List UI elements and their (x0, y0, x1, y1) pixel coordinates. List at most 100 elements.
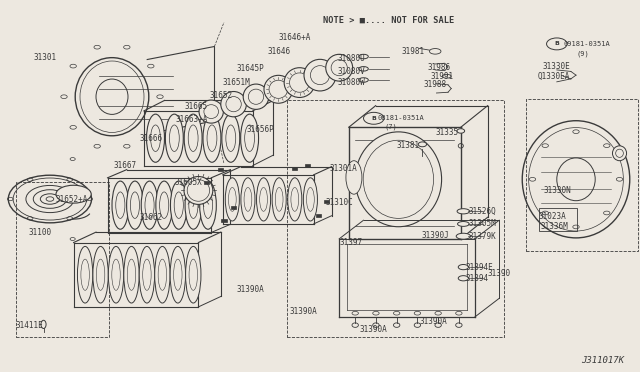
Text: 31080U: 31080U (338, 54, 365, 63)
Bar (324, 200, 329, 203)
Text: 31301: 31301 (33, 53, 56, 62)
Ellipse shape (604, 211, 610, 215)
Ellipse shape (442, 74, 451, 78)
Ellipse shape (573, 130, 579, 134)
Ellipse shape (156, 181, 173, 229)
Ellipse shape (93, 246, 108, 303)
Text: 31394: 31394 (466, 274, 489, 283)
Ellipse shape (8, 175, 92, 223)
Text: 31605X: 31605X (174, 178, 202, 187)
Text: 31390: 31390 (488, 269, 511, 278)
Ellipse shape (70, 64, 76, 68)
Ellipse shape (155, 246, 170, 303)
Text: 31663+A: 31663+A (176, 115, 209, 124)
Ellipse shape (303, 178, 317, 221)
Text: 08181-0351A: 08181-0351A (378, 115, 424, 121)
Ellipse shape (352, 311, 358, 315)
Ellipse shape (272, 178, 286, 221)
Text: 31390A: 31390A (289, 307, 317, 316)
Text: B: B (371, 116, 376, 121)
Text: 31665: 31665 (184, 102, 207, 110)
Text: (9): (9) (576, 51, 589, 57)
Bar (526, 99, 638, 251)
Bar (292, 167, 297, 170)
Text: 31666: 31666 (140, 134, 163, 143)
Ellipse shape (288, 178, 302, 221)
Text: 31646+A: 31646+A (278, 33, 311, 42)
Text: J311017K: J311017K (581, 356, 624, 365)
Text: 31656P: 31656P (246, 125, 274, 134)
Ellipse shape (157, 95, 163, 99)
Ellipse shape (457, 209, 470, 214)
Ellipse shape (456, 311, 462, 315)
Ellipse shape (140, 246, 155, 303)
Ellipse shape (612, 146, 627, 161)
Text: B: B (554, 41, 559, 46)
Text: 31526Q: 31526Q (468, 207, 496, 216)
Ellipse shape (346, 161, 362, 194)
Text: 31394E: 31394E (466, 263, 493, 272)
Bar (221, 219, 227, 222)
Text: 31988: 31988 (424, 80, 447, 89)
Text: NOTE > ■.... NOT FOR SALE: NOTE > ■.... NOT FOR SALE (323, 16, 454, 25)
Text: 09181-0351A: 09181-0351A (563, 41, 610, 47)
Bar (16, 182, 109, 337)
Ellipse shape (257, 178, 271, 221)
Ellipse shape (70, 237, 76, 240)
Text: 31390A: 31390A (237, 285, 264, 294)
Ellipse shape (326, 54, 353, 81)
Ellipse shape (127, 181, 143, 229)
Text: 31301A: 31301A (330, 164, 357, 173)
Ellipse shape (355, 132, 442, 227)
Text: 31390A: 31390A (360, 325, 387, 334)
Ellipse shape (170, 181, 187, 229)
Ellipse shape (124, 45, 130, 49)
Ellipse shape (184, 177, 212, 204)
Text: 31335: 31335 (435, 128, 458, 137)
Text: 31080V: 31080V (338, 67, 365, 76)
Ellipse shape (394, 311, 400, 315)
Text: 31379K: 31379K (468, 232, 496, 241)
Text: 31330E: 31330E (543, 62, 570, 71)
Text: 31390J: 31390J (421, 231, 449, 240)
Ellipse shape (542, 144, 548, 147)
Ellipse shape (429, 48, 441, 54)
Ellipse shape (108, 246, 124, 303)
Ellipse shape (186, 246, 201, 303)
Text: 31652+A: 31652+A (56, 195, 88, 203)
Ellipse shape (284, 68, 315, 97)
Text: 31310C: 31310C (325, 198, 353, 207)
Ellipse shape (221, 92, 246, 117)
Ellipse shape (203, 114, 221, 162)
Ellipse shape (61, 95, 67, 99)
Ellipse shape (56, 185, 92, 203)
Ellipse shape (542, 211, 548, 215)
Ellipse shape (616, 177, 623, 181)
Text: 31023A: 31023A (539, 212, 566, 221)
Ellipse shape (70, 125, 76, 129)
Text: 31991: 31991 (430, 72, 453, 81)
Text: 31100: 31100 (29, 228, 52, 237)
Ellipse shape (372, 311, 379, 315)
Ellipse shape (456, 233, 470, 239)
Bar (316, 214, 321, 217)
Ellipse shape (243, 84, 269, 109)
Text: Q1330EA: Q1330EA (538, 72, 570, 81)
Ellipse shape (419, 142, 427, 147)
Text: 31336M: 31336M (541, 222, 568, 231)
Text: 31646: 31646 (268, 47, 291, 56)
Ellipse shape (148, 125, 154, 129)
Ellipse shape (225, 178, 239, 221)
Ellipse shape (94, 45, 100, 49)
Text: 31667: 31667 (114, 161, 137, 170)
Ellipse shape (435, 311, 442, 315)
Ellipse shape (529, 177, 536, 181)
Ellipse shape (241, 114, 259, 162)
Ellipse shape (124, 144, 130, 148)
Ellipse shape (165, 114, 183, 162)
Ellipse shape (148, 64, 154, 68)
Ellipse shape (199, 100, 223, 123)
Text: 31411E: 31411E (16, 321, 44, 330)
Ellipse shape (458, 276, 468, 281)
Ellipse shape (304, 59, 336, 91)
